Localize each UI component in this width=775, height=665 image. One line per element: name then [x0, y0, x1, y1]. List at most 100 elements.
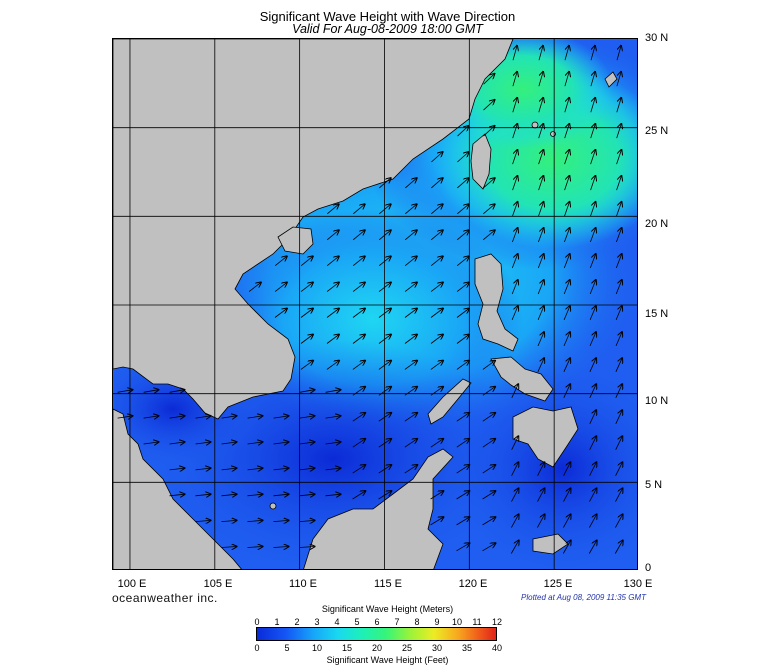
- wave-direction-arrow: [378, 230, 391, 241]
- wave-direction-arrow: [221, 520, 237, 521]
- feet-tick: 5: [284, 643, 290, 653]
- wave-direction-arrow: [538, 202, 544, 217]
- wave-direction-arrow: [589, 436, 597, 450]
- wave-direction-arrow: [589, 462, 597, 476]
- wave-direction-arrow: [221, 468, 237, 470]
- wave-direction-arrow: [482, 517, 496, 526]
- wave-direction-arrow: [404, 413, 417, 422]
- wave-direction-arrow: [169, 442, 185, 444]
- wave-direction-arrow: [274, 256, 287, 267]
- wave-direction-arrow: [299, 416, 315, 418]
- wave-direction-arrow: [483, 178, 494, 189]
- meter-tick: 12: [491, 617, 503, 627]
- wave-direction-arrow: [538, 176, 544, 191]
- meter-tick: 5: [354, 617, 360, 627]
- wave-direction-arrow: [483, 126, 495, 137]
- wave-direction-arrow: [430, 491, 444, 500]
- wave-direction-arrow: [563, 358, 570, 372]
- wave-direction-arrow: [564, 176, 570, 191]
- wave-direction-arrow: [457, 204, 468, 215]
- wave-direction-arrow: [379, 204, 390, 215]
- wave-height-colorbar: [256, 627, 497, 641]
- wave-direction-arrow: [538, 72, 543, 87]
- wave-direction-arrow: [564, 150, 570, 165]
- wave-direction-arrow: [378, 361, 391, 370]
- wave-direction-arrow: [590, 72, 595, 87]
- wave-direction-arrow: [169, 494, 185, 496]
- land-visayas: [490, 356, 554, 402]
- lat-lon-grid: [113, 39, 637, 569]
- meter-tick: 3: [314, 617, 320, 627]
- wave-direction-arrow: [590, 150, 596, 165]
- wave-direction-arrow: [352, 439, 365, 448]
- wave-direction-arrow: [404, 361, 417, 370]
- wave-direction-arrow: [405, 204, 416, 215]
- wave-direction-arrow: [326, 335, 339, 344]
- wave-direction-arrow: [325, 494, 341, 496]
- wave-direction-arrow: [564, 202, 570, 217]
- land-islet: [550, 131, 556, 137]
- feet-tick: 20: [371, 643, 383, 653]
- lon-label: 115 E: [374, 578, 402, 590]
- wave-direction-arrow: [327, 204, 338, 215]
- wave-direction-arrow: [510, 541, 518, 554]
- meter-tick: 6: [374, 617, 380, 627]
- wave-direction-arrow: [615, 384, 622, 398]
- wave-direction-arrow: [616, 98, 621, 113]
- wave-direction-arrow: [378, 282, 391, 292]
- wave-direction-arrow: [352, 361, 365, 370]
- wave-direction-arrow: [353, 204, 364, 215]
- wave-direction-arrow: [274, 282, 287, 292]
- wave-direction-arrow: [590, 98, 595, 113]
- meter-tick: 10: [451, 617, 463, 627]
- wave-direction-arrow: [588, 541, 596, 554]
- wave-direction-arrow: [117, 390, 133, 393]
- meter-tick: 7: [394, 617, 400, 627]
- wave-direction-arrow: [430, 230, 443, 241]
- wave-direction-arrow: [247, 416, 263, 418]
- wave-direction-arrow: [512, 176, 518, 191]
- wave-direction-arrow: [379, 178, 390, 189]
- lon-label: 120 E: [458, 578, 488, 590]
- wave-direction-arrow: [616, 176, 622, 191]
- wave-direction-arrow: [299, 547, 315, 548]
- wave-direction-arrow: [299, 494, 315, 496]
- wave-direction-arrow: [482, 230, 495, 241]
- wave-direction-arrow: [563, 488, 571, 502]
- wave-direction-arrow: [404, 465, 418, 474]
- wave-direction-arrow: [511, 254, 517, 269]
- wave-direction-arrow: [247, 547, 263, 548]
- wave-direction-arrow: [404, 282, 417, 292]
- wave-direction-arrow: [299, 468, 315, 470]
- wave-direction-arrow: [615, 358, 622, 372]
- meter-tick: 4: [334, 617, 340, 627]
- wave-direction-arrow: [169, 416, 185, 418]
- wave-direction-arrow: [564, 228, 569, 243]
- wave-direction-arrow: [616, 150, 622, 165]
- feet-tick: 0: [254, 643, 260, 653]
- wave-direction-arrow: [482, 387, 495, 396]
- wave-direction-arrow: [300, 256, 313, 267]
- wave-direction-arrow: [512, 150, 518, 165]
- feet-tick: 30: [431, 643, 443, 653]
- wave-direction-arrow: [143, 390, 159, 393]
- wave-direction-arrow: [589, 306, 596, 321]
- wave-direction-arrow: [483, 74, 495, 85]
- meter-tick: 8: [414, 617, 420, 627]
- feet-tick: 25: [401, 643, 413, 653]
- wave-direction-arrow: [563, 254, 569, 269]
- wave-direction-arrow: [430, 439, 443, 448]
- lat-label: 20 N: [645, 218, 669, 230]
- wave-direction-arrow: [615, 280, 622, 295]
- wave-direction-arrow: [482, 491, 496, 500]
- land-malay-peninsula: [113, 408, 242, 569]
- wave-direction-arrow: [352, 465, 366, 474]
- plotted-timestamp: Plotted at Aug 08, 2009 11:35 GMT: [521, 593, 646, 602]
- wave-direction-arrow: [378, 387, 391, 396]
- land-okinawa: [604, 71, 618, 88]
- wave-direction-arrow: [378, 413, 391, 422]
- wave-direction-arrow: [247, 442, 263, 444]
- wave-direction-arrow: [378, 465, 392, 474]
- wave-direction-arrow: [589, 254, 595, 269]
- wave-direction-arrow: [511, 462, 519, 476]
